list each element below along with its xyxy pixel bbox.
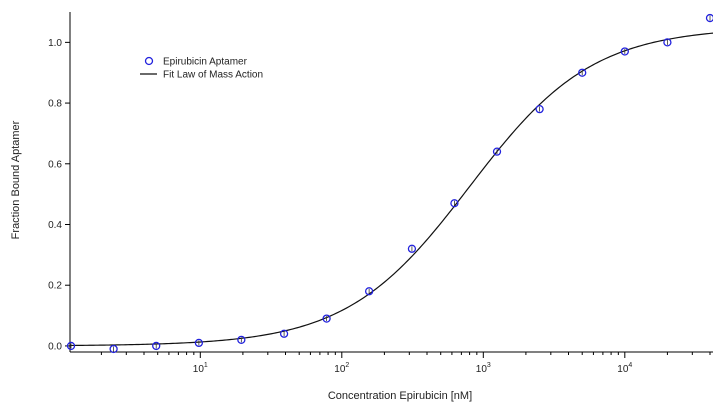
legend-marker-points <box>144 56 154 66</box>
data-point <box>620 47 629 56</box>
data-point <box>279 329 289 338</box>
data-point <box>109 344 118 354</box>
data-point <box>237 335 246 345</box>
x-tick-label: 102 <box>334 362 349 375</box>
fit-series <box>69 32 713 347</box>
y-tick-label: 0.6 <box>48 159 62 170</box>
x-tick-label: 101 <box>193 362 208 375</box>
y-tick-label: 0.8 <box>48 99 62 110</box>
data-point <box>705 13 713 23</box>
y-tick-label: 0.4 <box>48 220 62 231</box>
data-point <box>322 314 331 323</box>
data-point <box>492 147 502 156</box>
data-point <box>407 244 417 253</box>
x-tick-label: 103 <box>476 362 491 375</box>
data-point <box>450 199 459 208</box>
x-ticks: 101 102 103 104 <box>100 352 711 375</box>
data-point <box>535 104 544 114</box>
data-point <box>364 287 374 296</box>
legend-label-line: Fit Law of Mass Action <box>163 70 263 81</box>
legend: Epirubicin Aptamer Fit Law of Mass Actio… <box>140 57 263 81</box>
x-axis-label: Concentration Epirubicin [nM] <box>328 390 472 402</box>
data-series <box>66 13 713 354</box>
y-tick-label: 1.0 <box>48 38 62 49</box>
axes <box>69 12 713 353</box>
data-point <box>152 341 161 351</box>
y-tick-label: 0.0 <box>48 341 62 352</box>
data-point <box>578 68 587 77</box>
y-tick-label: 0.2 <box>48 281 62 292</box>
data-point <box>66 341 76 351</box>
y-ticks: 0.0 0.2 0.4 0.6 0.8 1.0 <box>48 38 70 352</box>
data-point <box>194 338 204 348</box>
data-point <box>663 38 672 47</box>
legend-label-points: Epirubicin Aptamer <box>163 57 248 68</box>
x-tick-label: 104 <box>617 362 632 375</box>
y-axis-label: Fraction Bound Aptamer <box>10 120 22 239</box>
fit-curve <box>69 32 713 347</box>
